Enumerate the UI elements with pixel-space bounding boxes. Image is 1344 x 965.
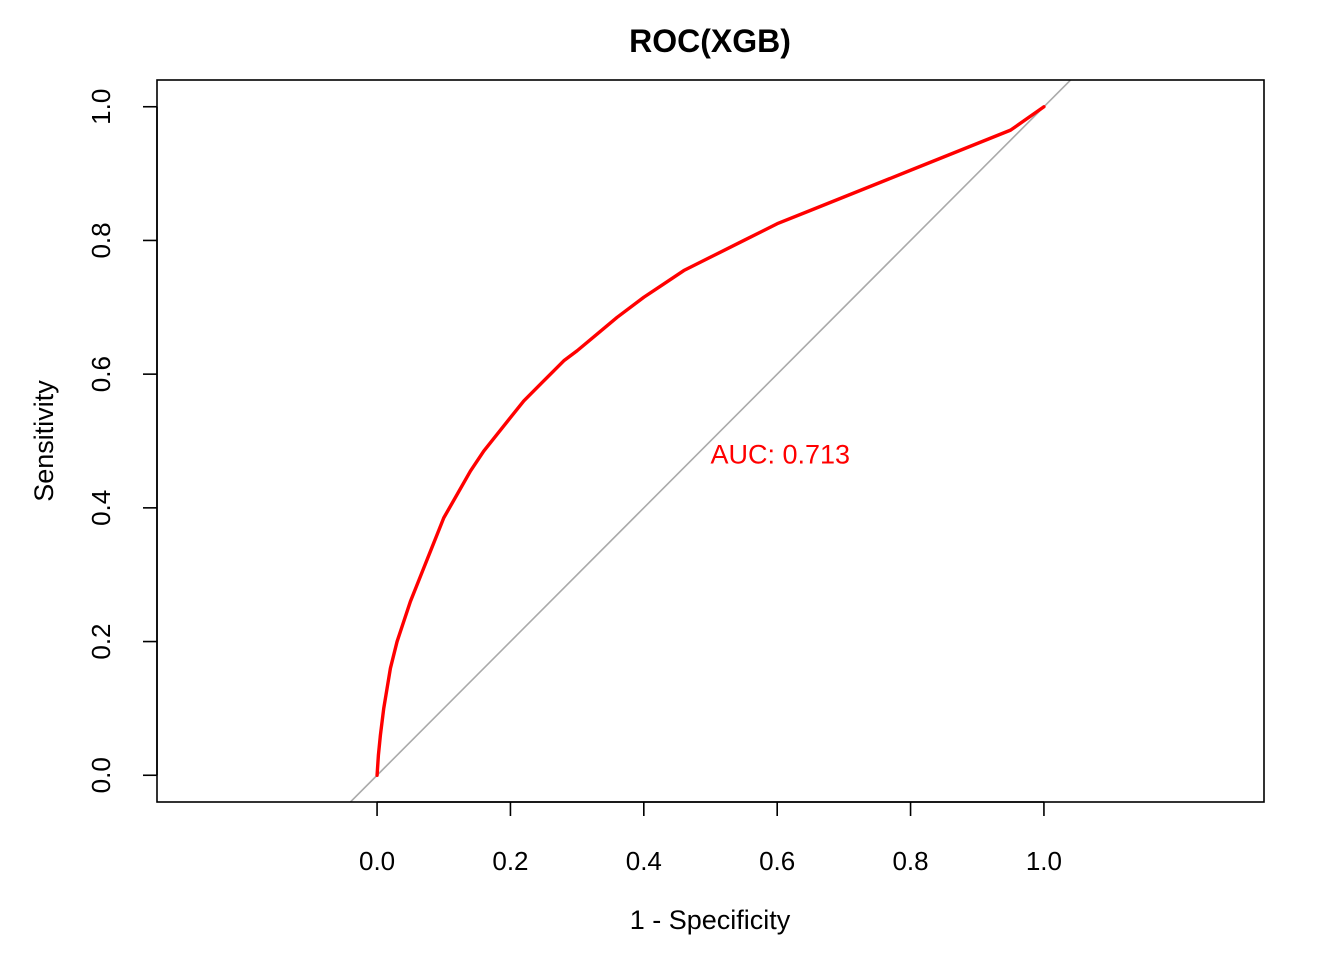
x-tick-label: 0.6 [759, 846, 795, 876]
y-tick-label: 0.0 [86, 757, 116, 793]
axes-layer: 0.0 0.2 0.4 0.6 0.8 1.0 0.0 0.2 0.4 0.6 0.8 1.0 [86, 89, 1062, 876]
y-tick-label: 1.0 [86, 89, 116, 125]
plot-layer: AUC: 0.713 [349, 80, 1072, 802]
x-tick-label: 0.4 [626, 846, 662, 876]
plot-frame [156, 79, 1265, 803]
y-tick-label: 0.4 [86, 490, 116, 526]
reference-diagonal-line [349, 80, 1072, 802]
y-axis-title: Sensitivity [29, 380, 59, 502]
x-axis-title: 1 - Specificity [630, 905, 791, 935]
y-tick-label: 0.8 [86, 222, 116, 258]
chart-title: ROC(XGB) [629, 23, 791, 59]
auc-annotation: AUC: 0.713 [711, 439, 851, 469]
y-tick-label: 0.6 [86, 356, 116, 392]
x-tick-label: 1.0 [1026, 846, 1062, 876]
x-tick-label: 0.0 [359, 846, 395, 876]
x-tick-label: 0.8 [892, 846, 928, 876]
y-tick-label: 0.2 [86, 623, 116, 659]
roc-curve-line [375, 105, 1046, 777]
x-tick-label: 0.2 [492, 846, 528, 876]
